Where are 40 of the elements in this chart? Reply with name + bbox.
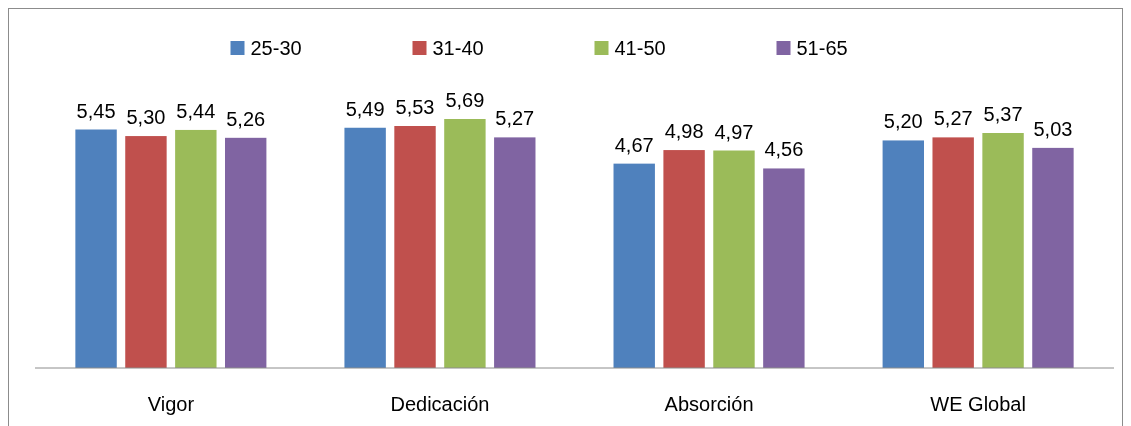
data-label: 4,56 [764, 138, 804, 161]
x-tick-label: Absorción [664, 393, 754, 415]
legend-label: 51-65 [796, 37, 848, 59]
data-label: 5,20 [883, 110, 923, 133]
data-label: 5,03 [1033, 117, 1073, 140]
legend-label: 31-40 [432, 37, 484, 59]
legend-label: 41-50 [614, 37, 666, 59]
data-label: 5,44 [176, 99, 216, 122]
data-label: 4,67 [614, 133, 654, 156]
bar [494, 137, 536, 368]
bar [932, 137, 974, 368]
data-label: 5,49 [345, 97, 385, 120]
data-label: 5,27 [933, 107, 973, 130]
data-label: 5,45 [76, 99, 116, 122]
data-label: 5,27 [495, 107, 535, 130]
data-label: 4,97 [714, 120, 754, 143]
bar [763, 168, 805, 368]
bar [713, 150, 755, 368]
data-label: 5,69 [445, 89, 485, 111]
x-tick-label: WE Global [930, 393, 1026, 415]
legend-label: 25-30 [250, 37, 302, 59]
bar [613, 163, 655, 368]
x-tick-label: Vigor [147, 393, 195, 415]
bar [344, 127, 386, 368]
x-tick-label: Dedicación [390, 393, 490, 415]
data-label: 5,37 [983, 103, 1023, 125]
bar [1032, 147, 1074, 368]
bar [225, 137, 267, 368]
bar [125, 136, 167, 368]
bar [882, 140, 924, 368]
data-label: 5,26 [226, 107, 266, 130]
data-label: 4,98 [664, 120, 704, 143]
data-label: 5,30 [126, 106, 166, 129]
bar [75, 129, 117, 368]
bar [394, 126, 436, 368]
bar [444, 119, 486, 368]
bar [663, 150, 705, 368]
bar [982, 133, 1024, 368]
bar [175, 129, 217, 368]
data-label: 5,53 [395, 96, 435, 118]
